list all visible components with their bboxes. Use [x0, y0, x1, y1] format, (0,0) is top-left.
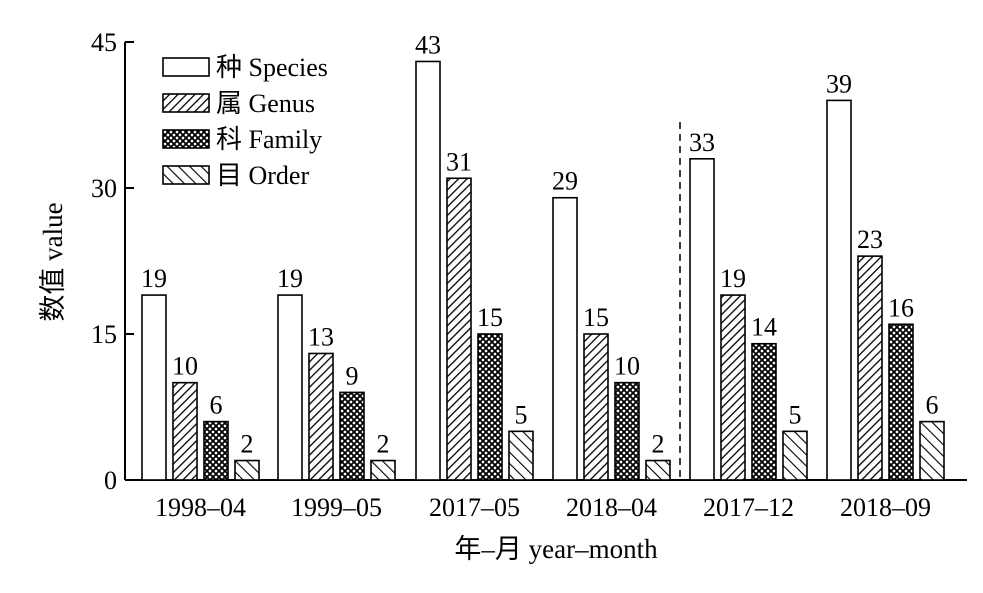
- bar: [508, 430, 534, 481]
- bar: [415, 60, 441, 481]
- bar-value-label: 2: [652, 430, 665, 459]
- bar: [477, 333, 503, 481]
- legend-label: 目 Order: [216, 161, 309, 190]
- bar: [339, 391, 365, 481]
- y-tick-label: 15: [91, 320, 117, 349]
- legend-label: 科 Family: [216, 125, 322, 154]
- bar: [751, 342, 777, 481]
- bar: [689, 158, 715, 481]
- y-tick-label: 45: [91, 28, 117, 57]
- bar-value-label: 14: [751, 313, 777, 342]
- bar-value-label: 15: [583, 303, 609, 332]
- y-axis-label: 数值 value: [38, 202, 68, 321]
- x-tick-label: 1998‒04: [155, 493, 246, 522]
- bar-value-label: 31: [446, 147, 472, 176]
- y-tick-label: 30: [91, 174, 117, 203]
- x-tick-label: 2018‒04: [566, 493, 657, 522]
- bar-value-label: 10: [172, 352, 198, 381]
- bar: [645, 459, 671, 481]
- bar-value-label: 2: [241, 430, 254, 459]
- bar-value-label: 29: [552, 167, 578, 196]
- legend: 种 Species 属 Genus 科 Family 目 Order: [162, 53, 328, 190]
- x-ticks: 1998‒04 1999‒05 2017‒05 2018‒04 2017‒12 2018‒…: [155, 493, 931, 522]
- bar: [826, 99, 852, 481]
- legend-swatch: [162, 93, 210, 113]
- bar-value-label: 43: [415, 30, 441, 59]
- bar-value-label: 23: [857, 225, 883, 254]
- bar-value-label: 39: [826, 69, 852, 98]
- legend-swatch: [162, 129, 210, 149]
- bars: [141, 60, 945, 481]
- y-ticks: 0 15 30 45: [91, 28, 134, 495]
- bar: [888, 323, 914, 481]
- legend-label: 属 Genus: [216, 89, 315, 118]
- bar-value-label: 16: [888, 293, 914, 322]
- bar: [234, 459, 260, 481]
- bar: [720, 294, 746, 481]
- bar-value-label: 10: [614, 352, 640, 381]
- x-axis-label: 年‒月 year‒month: [454, 534, 658, 564]
- bar-value-label: 19: [141, 264, 167, 293]
- bar: [857, 255, 883, 481]
- x-tick-label: 2018‒09: [840, 493, 931, 522]
- bar: [446, 177, 472, 481]
- bar-value-label: 13: [308, 322, 334, 351]
- bar-value-label: 5: [515, 400, 528, 429]
- bar: [614, 381, 640, 481]
- bar-value-label: 33: [689, 128, 715, 157]
- bar: [203, 420, 229, 481]
- bar-value-label: 15: [477, 303, 503, 332]
- bar: [782, 430, 808, 481]
- bar: [141, 294, 167, 481]
- x-tick-label: 2017‒12: [703, 493, 794, 522]
- bar-value-label: 9: [346, 361, 359, 390]
- bar: [370, 459, 396, 481]
- bar: [308, 352, 334, 481]
- bar: [583, 333, 609, 481]
- legend-swatch: [162, 165, 210, 185]
- bar-value-label: 5: [789, 400, 802, 429]
- bar-value-label: 19: [277, 264, 303, 293]
- bar: [277, 294, 303, 481]
- legend-label: 种 Species: [216, 53, 328, 82]
- y-tick-label: 0: [104, 466, 117, 495]
- bar-value-label: 2: [377, 430, 390, 459]
- x-tick-label: 1999‒05: [291, 493, 382, 522]
- bar-value-label: 6: [210, 391, 223, 420]
- x-tick-label: 2017‒05: [429, 493, 520, 522]
- bar: [919, 420, 945, 481]
- bar: [172, 381, 198, 481]
- legend-swatch: [162, 57, 210, 77]
- bar-value-label: 19: [720, 264, 746, 293]
- bar: [552, 196, 578, 481]
- bar-value-label: 6: [926, 391, 939, 420]
